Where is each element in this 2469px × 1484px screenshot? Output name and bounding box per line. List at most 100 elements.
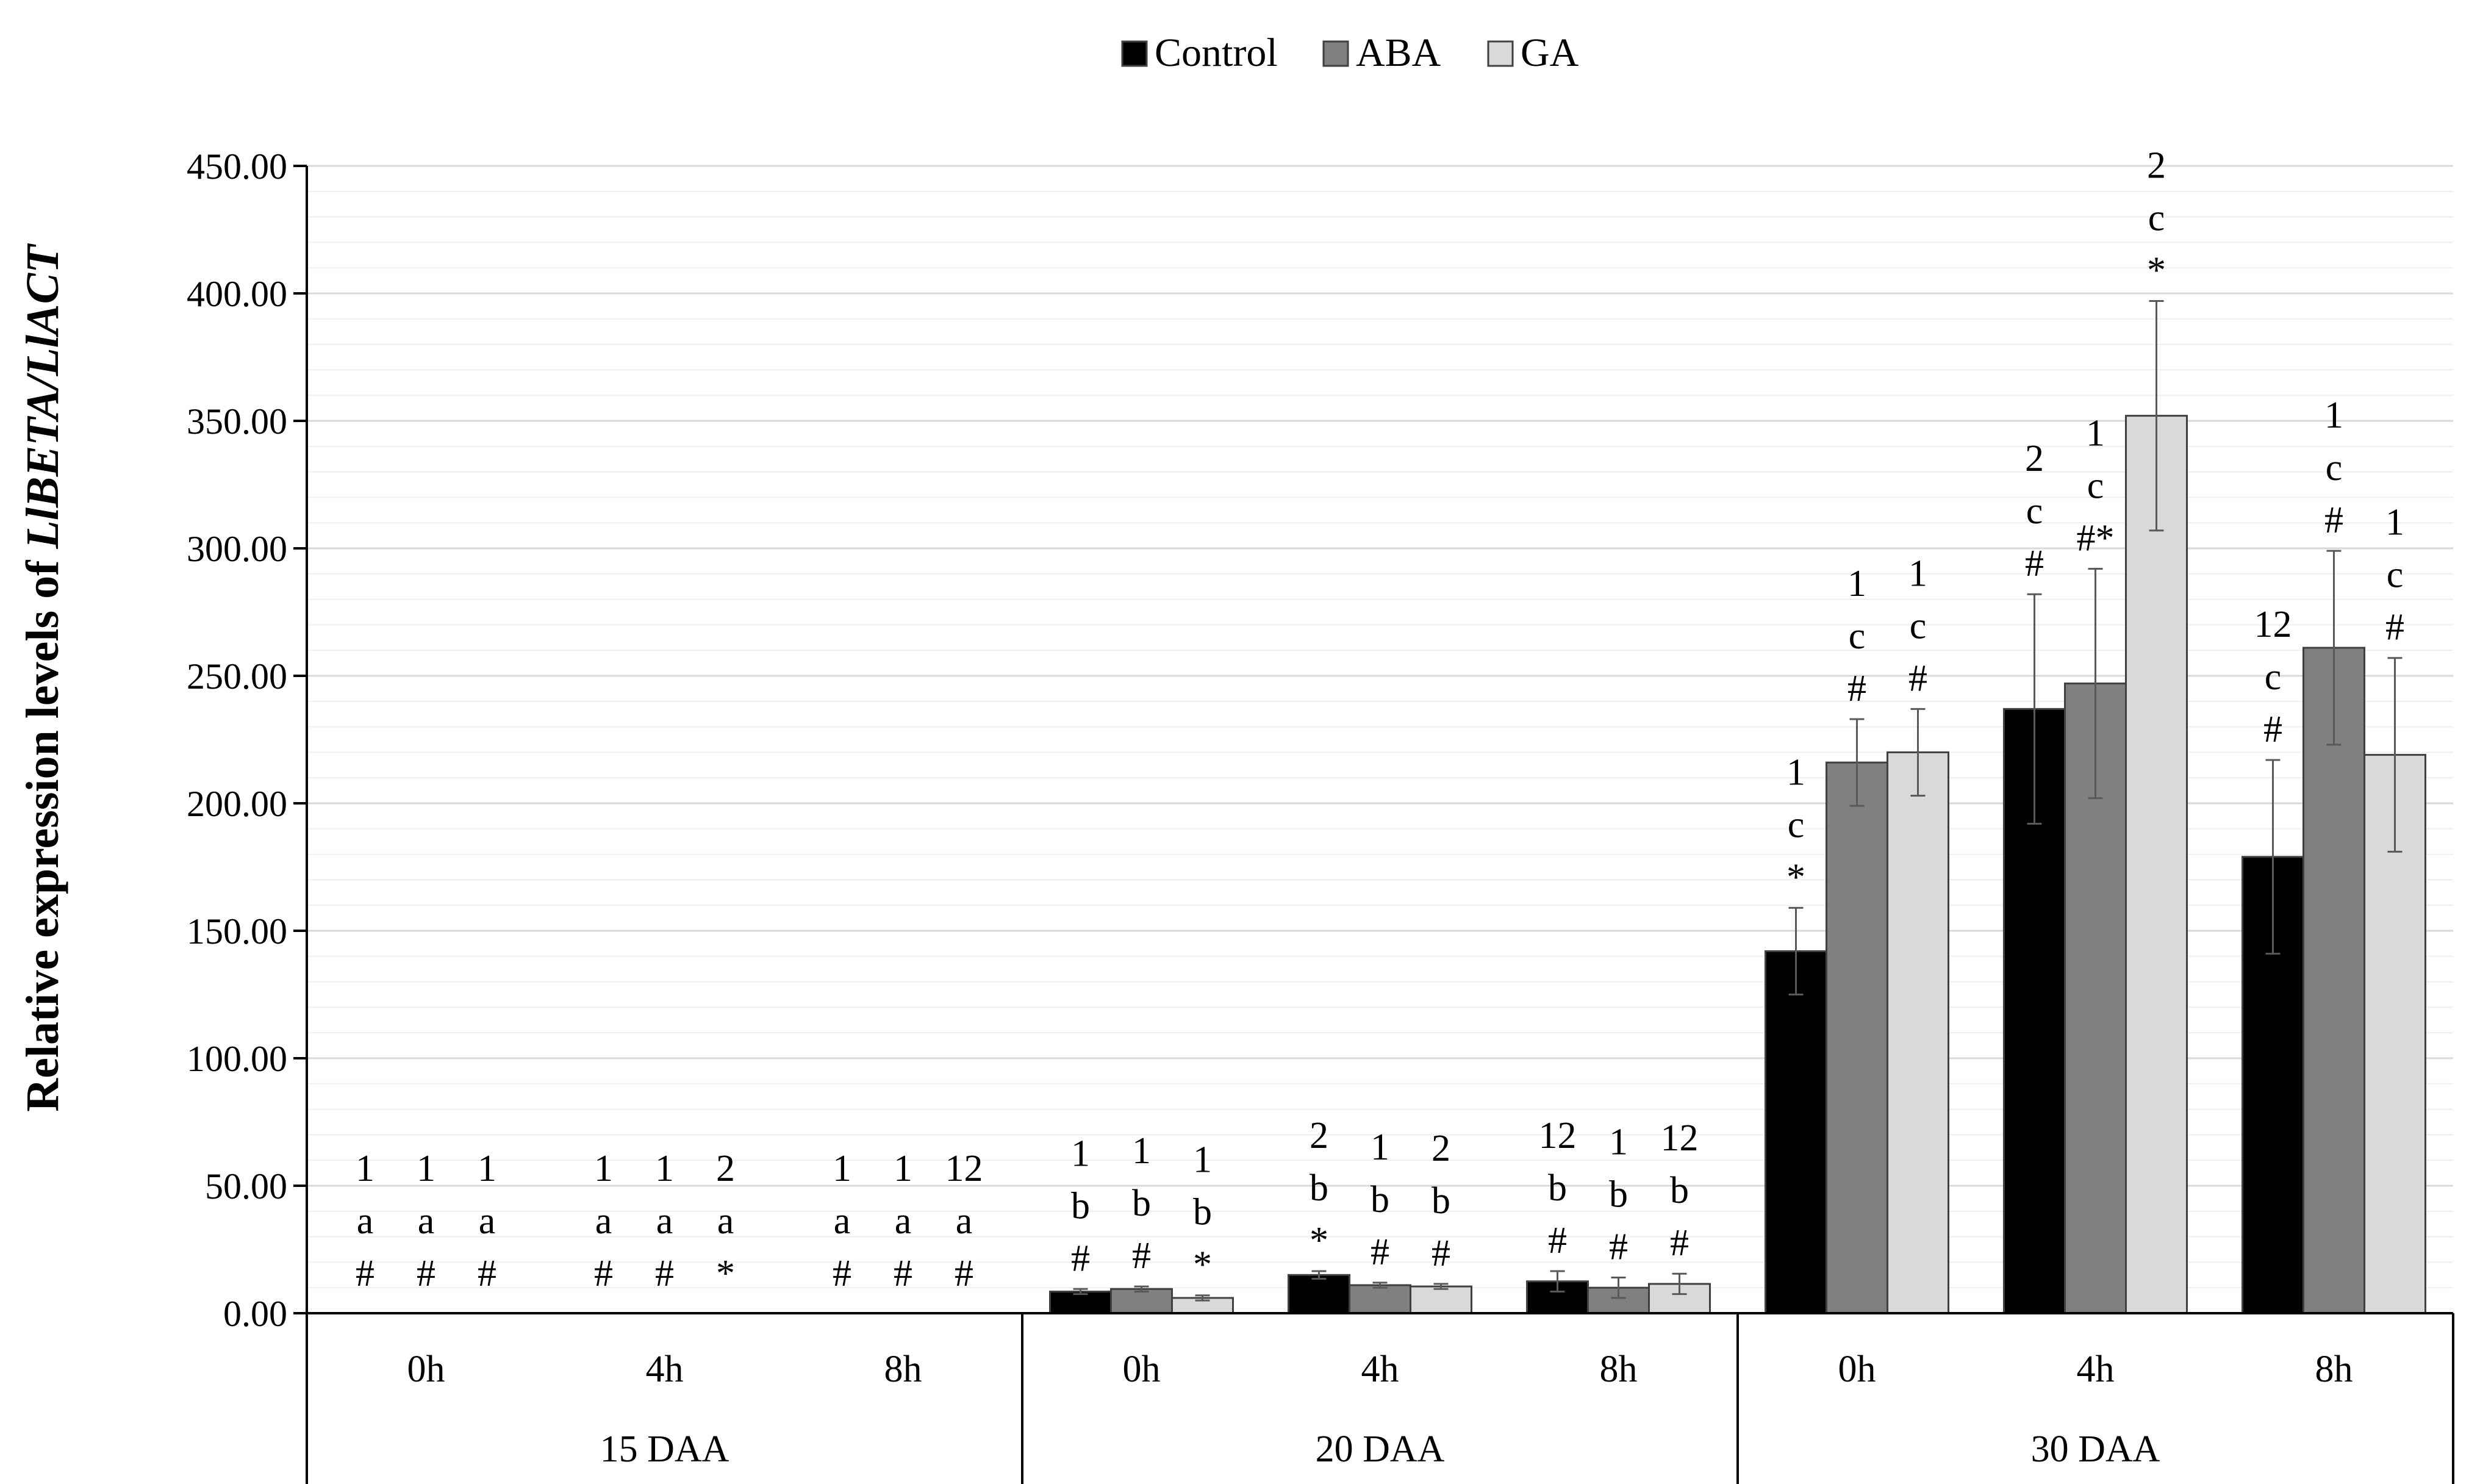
annotation-label: 1: [1847, 563, 1866, 604]
annotation-label: b: [1432, 1180, 1450, 1222]
annotation-label: c: [2387, 554, 2404, 596]
category-axis: 15 DAA 0h 4h 8h 20 DAA 0h 4h 8h 30 DAA 0h 4h 8h: [407, 1349, 2353, 1470]
annotation-label: #: [1847, 668, 1866, 709]
annotation-label: 1: [2324, 395, 2343, 436]
annotation-label: c: [2087, 465, 2104, 506]
annotation-label: 1: [655, 1148, 674, 1189]
annotation-label: 12: [2254, 604, 2292, 645]
annotation-label: #*: [2077, 517, 2115, 559]
annotation-label: #: [1371, 1231, 1389, 1273]
bar-ga: [1887, 751, 1949, 1314]
annotation-label: #: [2385, 607, 2404, 648]
annotation-label: a: [956, 1200, 973, 1242]
y-ticks: 0.00 50.00 100.00 150.00 200.00 250.00 300.00 3…: [187, 146, 307, 1334]
annotation-label: a: [656, 1200, 673, 1242]
annotation-label: 1: [1609, 1121, 1628, 1163]
annotation-label: 1: [2086, 412, 2105, 454]
annotation-label: 1: [1193, 1139, 1212, 1181]
time-label: 8h: [2315, 1349, 2353, 1390]
annotation-label: b: [1548, 1167, 1567, 1209]
legend: Control ABA GA: [1121, 30, 1579, 75]
annotation-label: c: [1788, 804, 1805, 845]
group-label: 30 DAA: [2031, 1428, 2160, 1470]
legend-label-aba: ABA: [1356, 30, 1441, 75]
annotation-label: a: [717, 1200, 734, 1242]
annotation-label: c: [2026, 490, 2043, 532]
annotation-label: a: [418, 1200, 435, 1242]
annotation-label: 2: [2025, 438, 2044, 479]
annotation-label: b: [1670, 1170, 1689, 1211]
annotation-label: b: [1310, 1167, 1328, 1209]
annotation-label: c: [2326, 447, 2343, 489]
annotation-label: 2: [2147, 145, 2166, 187]
bar-aba: [2302, 647, 2365, 1314]
annotation-label: 1: [833, 1148, 851, 1189]
annotation-label: 2: [1432, 1128, 1450, 1169]
annotation-label: #: [417, 1253, 435, 1294]
time-label: 8h: [884, 1349, 922, 1390]
time-label: 0h: [1123, 1349, 1161, 1390]
annotation-label: c: [2148, 198, 2165, 239]
bars: [1049, 300, 2426, 1314]
annotation-label: a: [357, 1200, 374, 1242]
bar-ga: [2125, 415, 2188, 1314]
annotation-label: 1: [417, 1148, 435, 1189]
bar-control: [1288, 1274, 1350, 1314]
annotation-label: 12: [1661, 1117, 1699, 1159]
legend-swatch-control: [1121, 40, 1148, 67]
annotation-label: #: [2025, 543, 2044, 584]
annotation-label: b: [1132, 1183, 1151, 1224]
annotation-label: *: [1786, 856, 1805, 898]
bar-aba: [1826, 761, 1888, 1314]
annotation-label: b: [1193, 1192, 1212, 1233]
time-label: 0h: [1838, 1349, 1876, 1390]
annotation-label: c: [1849, 615, 1866, 657]
annotation-label: c: [1910, 605, 1927, 647]
y-tick-label: 350.00: [187, 401, 287, 442]
time-label: 4h: [646, 1349, 684, 1390]
time-label: 4h: [1361, 1349, 1399, 1390]
bar-control: [1765, 950, 1827, 1314]
annotation-label: #: [655, 1253, 674, 1294]
annotation-label: 1: [1132, 1130, 1151, 1172]
annotation-label: #: [833, 1253, 851, 1294]
annotation-label: a: [595, 1200, 612, 1242]
annotation-label: 1: [594, 1148, 613, 1189]
annotation-label: 1: [1786, 751, 1805, 793]
group-label: 20 DAA: [1316, 1428, 1445, 1470]
annotation-label: #: [1071, 1238, 1090, 1279]
annotation-label: 1: [478, 1148, 496, 1189]
annotation-label: *: [716, 1253, 735, 1294]
axes: [306, 166, 2454, 1484]
annotation-label: #: [1132, 1235, 1151, 1277]
annotation-label: 1: [1908, 553, 1927, 594]
time-label: 8h: [1600, 1349, 1638, 1390]
group-label: 15 DAA: [600, 1428, 729, 1470]
annotation-label: 1: [2385, 502, 2404, 543]
annotation-label: #: [955, 1253, 973, 1294]
annotation-label: b: [1071, 1185, 1090, 1227]
annotation-label: #: [1548, 1220, 1567, 1261]
y-tick-label: 0.00: [223, 1294, 287, 1334]
annotation-label: a: [479, 1200, 496, 1242]
y-axis-label: Relative expression levels of LlBETA/LlA…: [17, 243, 68, 1112]
annotation-label: *: [1193, 1244, 1212, 1286]
annotation-label: 1: [894, 1148, 912, 1189]
y-tick-label: 150.00: [187, 911, 287, 952]
annotation-label: #: [2324, 500, 2343, 541]
annotation-label: 12: [1539, 1115, 1577, 1156]
annotation-label: *: [1310, 1220, 1328, 1261]
y-tick-label: 400.00: [187, 274, 287, 314]
annotation-label: #: [1908, 658, 1927, 699]
bar-aba: [1110, 1288, 1173, 1314]
annotation-label: 2: [1310, 1115, 1328, 1156]
y-tick-label: 200.00: [187, 784, 287, 824]
annotation-label: #: [894, 1253, 912, 1294]
annotation-label: 2: [716, 1148, 735, 1189]
y-tick-label: 100.00: [187, 1039, 287, 1079]
annotation-label: a: [834, 1200, 851, 1242]
legend-swatch-aba: [1322, 40, 1349, 67]
annotation-label: 12: [945, 1148, 983, 1189]
